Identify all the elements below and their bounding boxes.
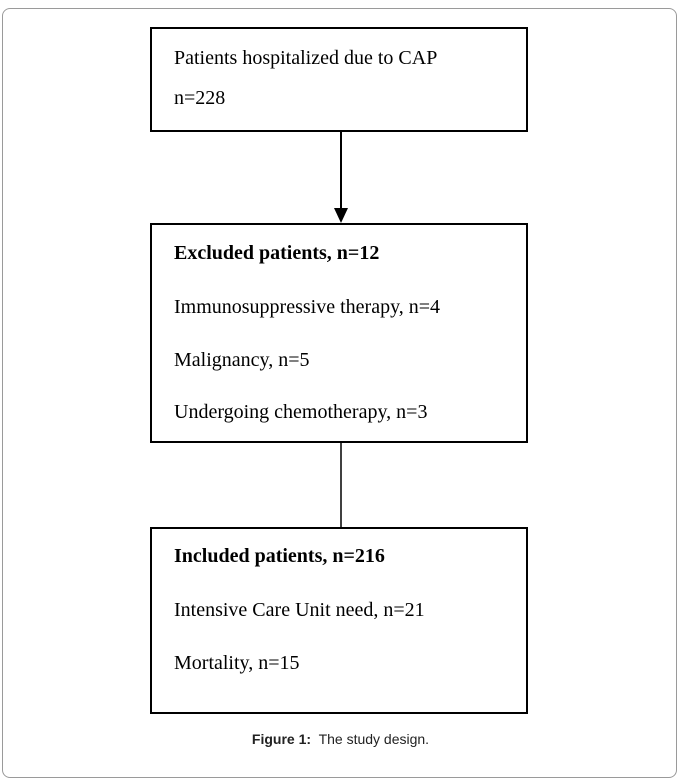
box-title: Excluded patients, n=12	[174, 242, 380, 264]
flow-box: Patients hospitalized due to CAP n=228	[150, 27, 528, 132]
caption-text: The study design.	[318, 731, 430, 747]
box-text: Malignancy, n=5	[174, 349, 310, 371]
box-text: Mortality, n=15	[174, 652, 300, 674]
flow-box: Excluded patients, n=12 Immunosuppressiv…	[150, 223, 528, 443]
box-text: n=228	[174, 87, 226, 109]
box-text: Immunosuppressive therapy, n=4	[174, 296, 441, 318]
caption-label: Figure 1:	[251, 731, 312, 747]
flow-box: Included patients, n=216 Intensive Care …	[150, 527, 528, 714]
caption: Figure 1: The study design.	[0, 731, 681, 747]
page: Patients hospitalized due to CAP n=228 E…	[0, 8, 681, 778]
connectors	[334, 131, 348, 527]
arrow-head	[334, 208, 348, 223]
box-text: Patients hospitalized due to CAP	[174, 47, 438, 69]
box-text: Undergoing chemotherapy, n=3	[174, 401, 428, 423]
box-text: Intensive Care Unit need, n=21	[174, 599, 425, 621]
box-title: Included patients, n=216	[174, 545, 385, 567]
